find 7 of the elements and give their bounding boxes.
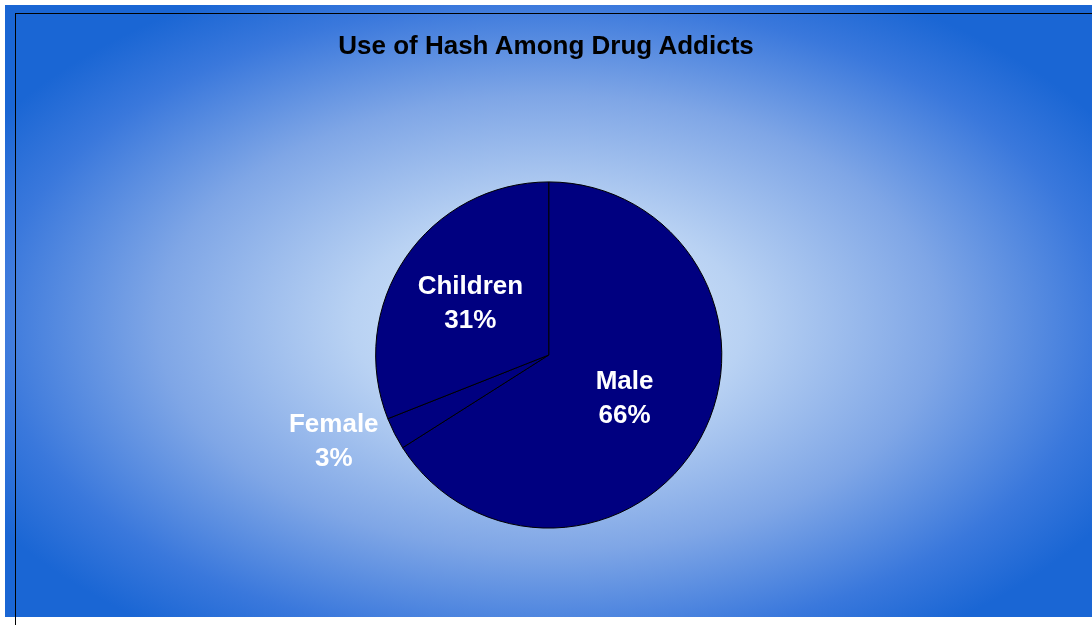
- data-label: 66%: [598, 398, 651, 429]
- chart-title: Use of Hash Among Drug Addicts: [338, 30, 754, 61]
- slice-label: Children: [417, 269, 524, 300]
- slice-label: Male: [595, 364, 654, 395]
- data-label: 3%: [314, 442, 353, 473]
- slice-label: Female: [288, 408, 379, 439]
- data-label: 31%: [444, 303, 497, 334]
